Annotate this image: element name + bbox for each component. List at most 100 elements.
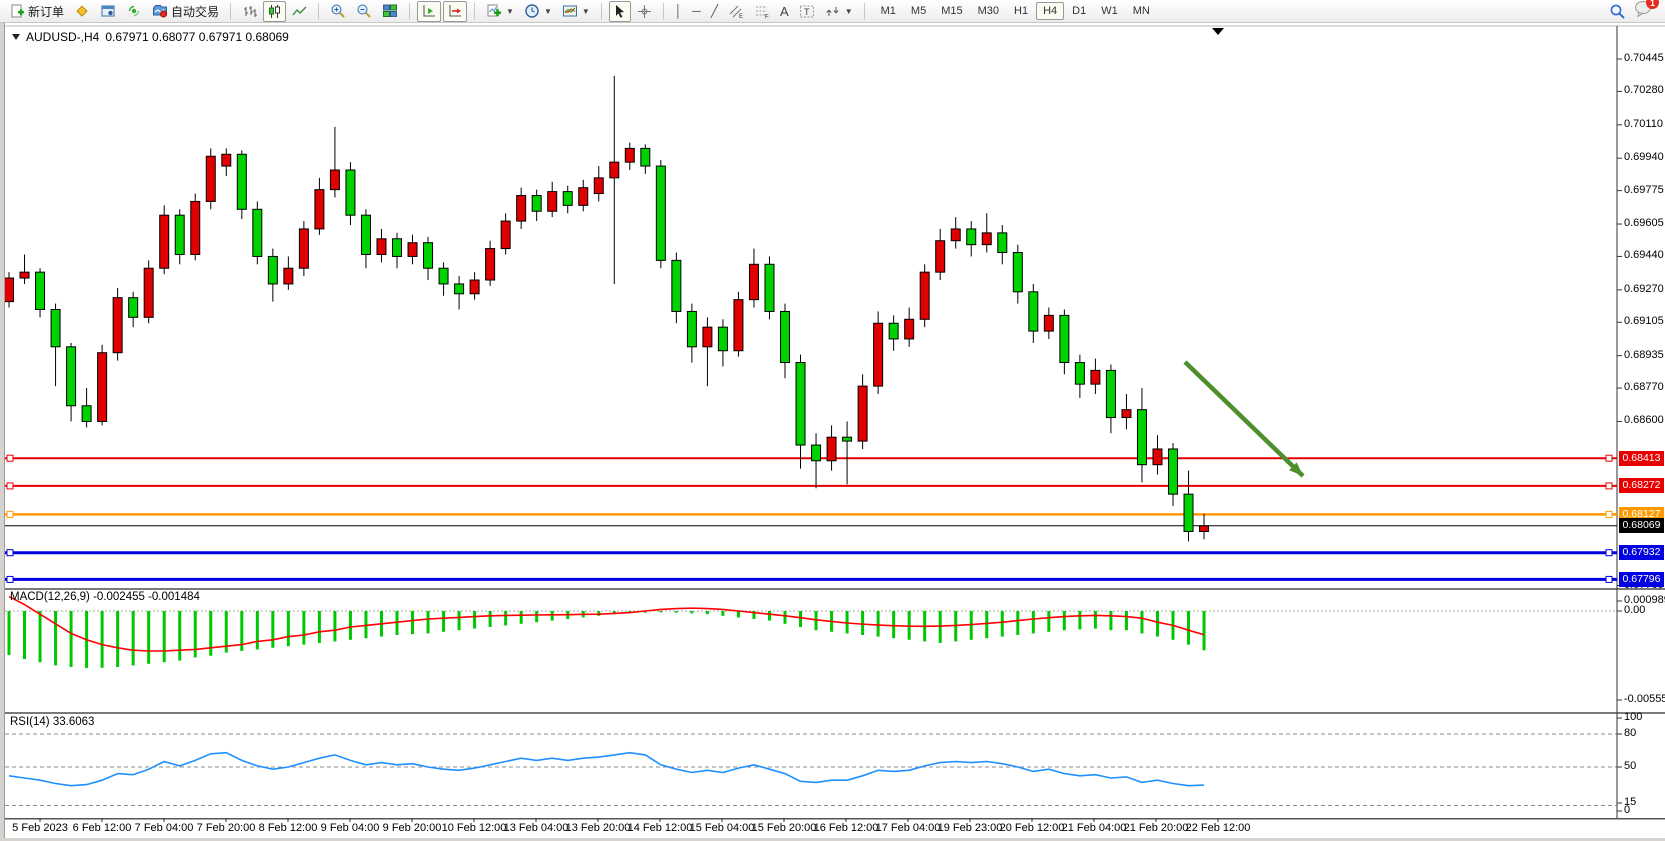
timeframe-button-w1[interactable]: W1: [1101, 5, 1118, 17]
time-tick: 21 Feb 04:00: [1061, 822, 1127, 834]
candle-body: [314, 189, 325, 230]
data-window-icon: [101, 5, 115, 17]
price-tick: 0.69605: [1624, 217, 1664, 230]
crosshair-icon: [637, 4, 651, 18]
cursor-button[interactable]: [608, 0, 631, 22]
zoom-in-icon: [331, 4, 345, 18]
price-level-lines: [5, 454, 1617, 583]
candle-body: [842, 436, 853, 442]
line-chart-button[interactable]: [288, 1, 311, 22]
market-watch-button[interactable]: [70, 1, 94, 22]
macd-bar: [69, 611, 73, 667]
text-button[interactable]: A: [776, 1, 793, 22]
timeframe-button-m5[interactable]: M5: [910, 5, 927, 17]
data-window-button[interactable]: [96, 1, 120, 22]
tile-windows-button[interactable]: [378, 1, 402, 22]
trendline-button[interactable]: ╱: [707, 1, 722, 22]
chart-shift-button[interactable]: [443, 0, 468, 22]
candle-body: [407, 242, 418, 257]
timeframe-button-m30[interactable]: M30: [977, 5, 1000, 17]
candle-body: [811, 444, 822, 462]
vertical-line-button[interactable]: │: [671, 1, 687, 22]
macd-bar: [690, 611, 694, 614]
zoom-in-button[interactable]: [326, 1, 350, 22]
timeframe-button-m1[interactable]: M1: [880, 5, 896, 17]
toolbar-separator: [600, 2, 602, 20]
price-level-label-0.68413: 0.68413: [1619, 450, 1664, 466]
symbol-dropdown-icon[interactable]: [12, 34, 20, 40]
candlestick-chart-button[interactable]: [263, 0, 287, 22]
text-label-button[interactable]: T: [795, 1, 819, 22]
candle-body: [873, 322, 884, 387]
fibonacci-button[interactable]: F: [750, 1, 774, 22]
indicators-button[interactable]: ▼: [482, 1, 518, 22]
macd-bar: [333, 611, 337, 642]
rsi-pane: [5, 733, 1617, 806]
macd-bar: [519, 611, 523, 624]
timeframe-button-d1[interactable]: D1: [1072, 5, 1087, 17]
level-anchor[interactable]: [1605, 454, 1613, 462]
level-anchor[interactable]: [6, 454, 14, 462]
auto-scroll-button[interactable]: [417, 0, 442, 22]
candle-body: [531, 195, 542, 212]
arrows-dropdown-caret[interactable]: ▼: [844, 6, 853, 16]
macd-values: -0.002455 -0.001484: [93, 591, 200, 603]
market-watch-icon: [76, 5, 88, 17]
level-anchor[interactable]: [1605, 482, 1613, 490]
candle-body: [997, 232, 1008, 254]
level-anchor[interactable]: [1605, 575, 1613, 583]
macd-bar: [767, 611, 771, 621]
indicators-dropdown-caret[interactable]: ▼: [506, 6, 514, 16]
arrows-button[interactable]: ▼: [821, 1, 857, 22]
level-anchor[interactable]: [6, 510, 14, 518]
price-tick: 0.69105: [1624, 315, 1664, 328]
candle-body: [780, 310, 790, 364]
timeframe-button-m15[interactable]: M15: [941, 5, 963, 17]
crosshair-button[interactable]: [633, 1, 656, 22]
templates-dropdown-caret[interactable]: ▼: [581, 6, 590, 16]
horizontal-line-button[interactable]: ─: [688, 1, 705, 22]
ohlc-values: 0.67971 0.68077 0.67971 0.68069: [105, 30, 289, 44]
zoom-out-button[interactable]: [352, 1, 376, 22]
axis-ticks: [39, 58, 1622, 822]
candle-body: [66, 346, 77, 407]
chart-shift-marker[interactable]: [1212, 28, 1224, 35]
equidistant-channel-button[interactable]: E: [724, 1, 748, 22]
timeframe-button-mn[interactable]: MN: [1132, 5, 1150, 17]
level-anchor[interactable]: [1605, 549, 1613, 557]
svg-text:T: T: [804, 7, 810, 17]
indicators-icon: [487, 4, 502, 17]
macd-bar: [861, 611, 865, 635]
timeframe-button-h1[interactable]: H1: [1014, 5, 1029, 17]
macd-bar: [147, 611, 151, 664]
macd-bar: [721, 611, 725, 616]
toolbar-separator: [318, 2, 320, 20]
search-icon[interactable]: [1609, 3, 1626, 20]
new-order-button[interactable]: 新订单: [6, 1, 68, 22]
level-anchor[interactable]: [6, 575, 14, 583]
macd-pane: [5, 595, 1617, 668]
macd-name: MACD(12,26,9): [10, 591, 90, 603]
level-anchor[interactable]: [1605, 510, 1613, 518]
time-tick: 21 Feb 20:00: [1123, 822, 1189, 834]
periods-dropdown-caret[interactable]: ▼: [543, 6, 552, 16]
navigator-button[interactable]: [122, 1, 146, 22]
macd-bar: [1124, 611, 1128, 631]
timeframe-button-h4[interactable]: H4: [1036, 2, 1065, 20]
macd-bar: [535, 611, 539, 623]
templates-button[interactable]: ▼: [558, 1, 594, 22]
bar-chart-button[interactable]: [238, 1, 261, 22]
notifications-button[interactable]: 1: [1634, 0, 1659, 22]
periods-button[interactable]: ▼: [520, 1, 556, 22]
autotrading-button[interactable]: 自动交易: [148, 1, 223, 22]
trend-arrow-line[interactable]: [1183, 360, 1305, 478]
level-anchor[interactable]: [6, 482, 14, 490]
macd-label: MACD(12,26,9) -0.002455 -0.001484: [10, 591, 200, 603]
level-anchor[interactable]: [6, 549, 14, 557]
trend-arrow-annotation[interactable]: [1183, 360, 1305, 478]
macd-bar: [1078, 611, 1082, 630]
bar-chart-icon: [244, 5, 258, 17]
time-tick: 5 Feb 2023: [12, 822, 68, 834]
price-tick: 0.68600: [1624, 414, 1664, 427]
price-level-label-0.67796: 0.67796: [1619, 571, 1664, 587]
